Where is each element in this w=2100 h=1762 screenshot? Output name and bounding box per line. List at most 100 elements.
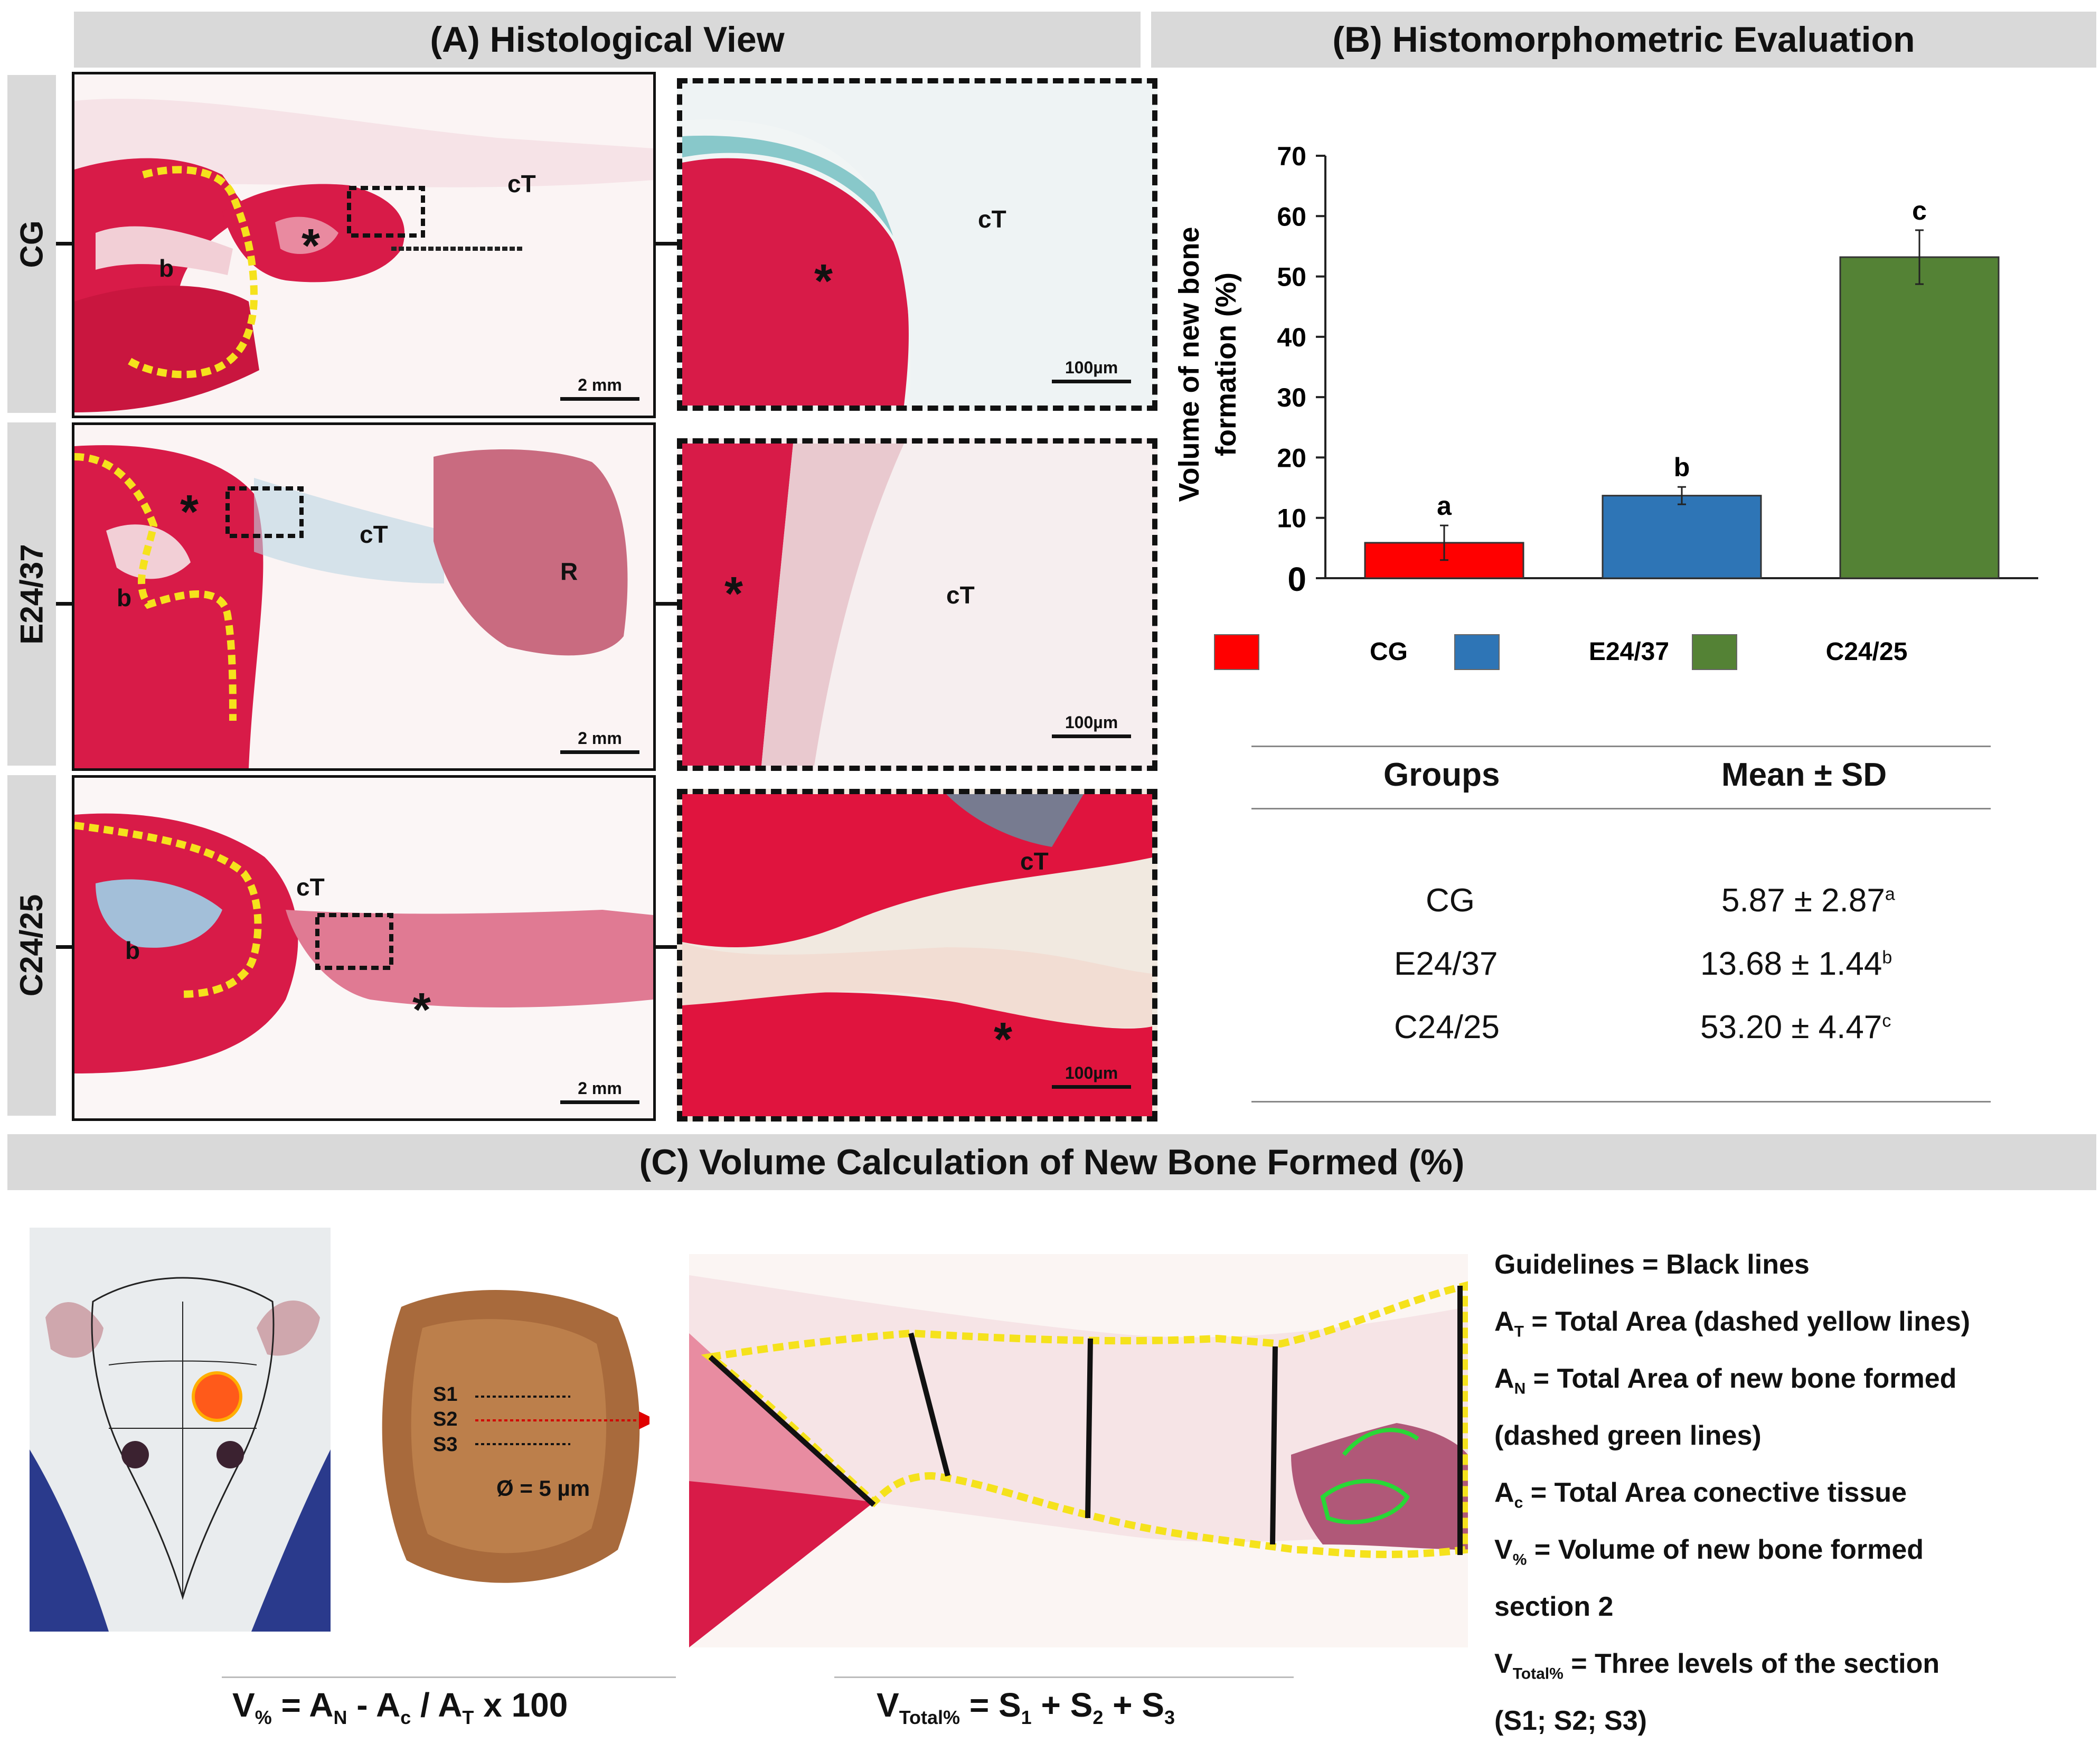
significance-letter: a (1437, 491, 1452, 521)
guideline-line: Guidelines = Black lines (1494, 1249, 1810, 1280)
guidelines-legend: Guidelines = Black lines AT = Total Area… (1494, 1249, 2080, 1762)
formula-rule (222, 1676, 676, 1678)
scale-bar-zoom: 100µm (1052, 713, 1131, 738)
guideline-line: VTotal% = Three levels of the section (1494, 1648, 1940, 1683)
micrograph-cg-overview: cT b * 2 mm (72, 72, 656, 418)
section-label-s1: S1 (433, 1383, 458, 1406)
y-tick-label: 40 (1277, 323, 1306, 352)
row-label-c2425: C24/25 (7, 775, 56, 1116)
label-new-bone-star: * (302, 220, 321, 272)
y-tick-label: 10 (1277, 504, 1306, 533)
section-micrograph (689, 1254, 1468, 1647)
section-label-s2: S2 (433, 1408, 458, 1430)
diameter-label: Ø = 5 µm (496, 1476, 590, 1501)
micrograph-cg-zoom: cT * 100µm (677, 78, 1157, 411)
table-cell-group: E24/37 (1394, 946, 1498, 982)
scale-bar-overview: 2 mm (560, 375, 639, 401)
label-bone: b (125, 937, 140, 964)
guideline-line: (S1; S2; S3) (1494, 1706, 1647, 1736)
row-connector (56, 602, 72, 606)
table-cell-value: 53.20 ± 4.47c (1700, 1009, 1891, 1045)
rat-illustration (30, 1228, 331, 1632)
label-new-bone-star: * (814, 255, 833, 308)
micrograph-c2425-zoom: cT * 100µm (677, 789, 1157, 1122)
y-tick-label: 50 (1277, 262, 1306, 292)
formula-rule (834, 1676, 1294, 1678)
tissue-illustration (74, 445, 628, 768)
label-ct: cT (946, 581, 975, 609)
guideline-line: V% = Volume of new bone formed (1494, 1534, 1924, 1569)
y-axis-title-line-2: formation (%) (1210, 272, 1242, 456)
rat-skull-photo (30, 1228, 331, 1632)
panel-b-title: (B) Histomorphometric Evaluation (1332, 20, 1915, 60)
table-header-groups: Groups (1383, 757, 1500, 793)
legend-label: C24/25 (1826, 638, 1908, 666)
section-label-s3: S3 (433, 1434, 458, 1456)
bone-specimen-photo: S1 S2 S3 Ø = 5 µm (370, 1275, 657, 1597)
tissue-illustration (74, 813, 653, 1073)
guideline-line: AN = Total Area of new bone formed (1494, 1363, 1957, 1398)
section-illustration (689, 1275, 1468, 1647)
row-label-e2437: E24/37 (7, 422, 56, 766)
guideline-line: AT = Total Area (dashed yellow lines) (1494, 1306, 1971, 1341)
bar-chart: Volume of new bone formation (%) 0 10 20 30… (1173, 142, 2038, 670)
formula-volume-percent: V% = AN - Ac / AT x 100 (232, 1686, 568, 1728)
legend-swatch (1692, 634, 1737, 670)
label-new-bone-star: * (412, 984, 431, 1037)
guideline-line: Ac = Total Area conective tissue (1494, 1477, 1907, 1512)
scale-bar-zoom: 100µm (1052, 358, 1131, 383)
table-cell-value: 5.87 ± 2.87a (1721, 882, 1895, 919)
table-rule-mid (1251, 808, 1991, 809)
significance-letter: b (1674, 453, 1690, 482)
panel-c-header: (C) Volume Calculation of New Bone Forme… (7, 1134, 2096, 1190)
row-connector (56, 945, 72, 949)
table-rule-bottom (1251, 1101, 1991, 1103)
bar (1839, 256, 2000, 579)
tissue-illustration (682, 83, 1152, 406)
label-bone: b (117, 584, 132, 611)
row-connector (651, 602, 677, 606)
table-cell-value: 13.68 ± 1.44b (1700, 946, 1892, 982)
label-resin: R (560, 558, 578, 585)
table-cell-group: CG (1426, 882, 1475, 919)
significance-letter: c (1912, 196, 1927, 225)
guideline-line: (dashed green lines) (1494, 1420, 1762, 1451)
tissue-illustration (74, 99, 653, 412)
label-ct: cT (507, 170, 536, 197)
row-connector (56, 242, 72, 246)
label-new-bone-star: * (994, 1013, 1013, 1066)
micrograph-c2425-overview: cT b * 2 mm (72, 775, 656, 1121)
scale-bar-zoom: 100µm (1052, 1063, 1131, 1089)
y-axis-title-line-1: Volume of new bone (1173, 227, 1205, 502)
y-tick-label: 60 (1277, 202, 1306, 231)
label-ct: cT (1020, 847, 1049, 875)
row-connector (651, 242, 677, 246)
row-label-cg: CG (7, 75, 56, 413)
scale-bar-overview: 2 mm (560, 729, 639, 754)
label-bone: b (159, 255, 174, 282)
y-tick-label: 20 (1277, 443, 1306, 473)
row-connector (651, 945, 677, 949)
legend-label: E24/37 (1589, 638, 1669, 666)
table-header-mean-sd: Mean ± SD (1721, 757, 1887, 793)
panel-a-header: (A) Histological View (74, 12, 1141, 68)
y-tick-label: 30 (1277, 383, 1306, 412)
table-cell-group: C24/25 (1394, 1009, 1500, 1045)
label-ct: cT (978, 205, 1006, 233)
panel-b-header: (B) Histomorphometric Evaluation (1151, 12, 2096, 68)
guideline-line: section 2 (1494, 1591, 1614, 1622)
legend-swatch (1454, 634, 1500, 670)
panel-c-title: (C) Volume Calculation of New Bone Forme… (639, 1142, 1465, 1182)
table-rule-top (1251, 746, 1991, 747)
label-new-bone-star: * (724, 568, 743, 620)
y-tick-label: 70 (1277, 142, 1306, 171)
label-ct: cT (296, 873, 325, 901)
label-new-bone-star: * (180, 486, 199, 539)
y-tick-label: 0 (1287, 560, 1306, 598)
panel-a-title: (A) Histological View (430, 20, 785, 60)
tissue-illustration (682, 444, 904, 766)
micrograph-e2437-zoom: cT * 100µm (677, 438, 1157, 771)
specimen-illustration (382, 1289, 657, 1583)
bar (1602, 495, 1762, 579)
formula-volume-total: VTotal% = S1 + S2 + S3 (877, 1686, 1175, 1728)
